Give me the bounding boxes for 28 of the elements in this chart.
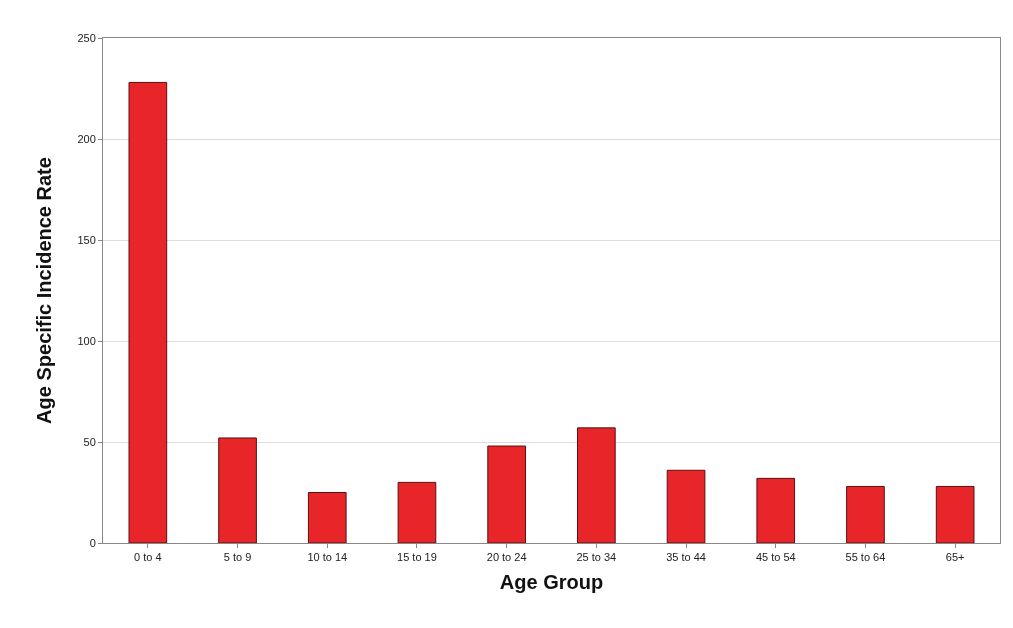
bar [756, 477, 796, 543]
bar [218, 437, 257, 543]
bar [307, 492, 347, 543]
bar [577, 427, 616, 543]
x-tick-label: 25 to 34 [576, 551, 617, 564]
y-axis-title: Age Specific Incidence Rate [32, 157, 55, 424]
bar [846, 485, 885, 543]
y-tick-label: 250 [77, 31, 96, 44]
x-tick-label: 20 to 24 [486, 551, 527, 564]
x-tick-label: 10 to 14 [307, 551, 348, 564]
y-tick-label: 200 [77, 132, 96, 145]
x-tick-label: 15 to 19 [397, 551, 437, 564]
y-tick-label: 0 [89, 536, 96, 549]
x-axis-title: Age Group [499, 570, 604, 593]
x-tick-label: 0 to 4 [134, 551, 162, 564]
y-tick-label: 100 [77, 334, 96, 347]
x-tick-label: 65+ [945, 551, 965, 564]
x-tick-label: 35 to 44 [666, 551, 706, 564]
y-tick-label: 50 [83, 435, 96, 448]
bar [397, 481, 437, 543]
bar [666, 469, 706, 543]
x-tick-label: 55 to 64 [845, 551, 886, 564]
y-tick-label: 150 [77, 233, 96, 246]
bar [935, 485, 975, 543]
x-tick-label: 5 to 9 [223, 551, 252, 564]
bar [487, 445, 526, 543]
x-tick-label: 45 to 54 [755, 551, 796, 564]
bar [128, 81, 168, 543]
